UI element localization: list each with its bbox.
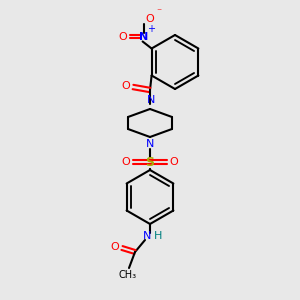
Text: O: O bbox=[111, 242, 119, 252]
Text: O: O bbox=[118, 32, 127, 41]
Text: +: + bbox=[147, 23, 154, 34]
Text: N: N bbox=[147, 95, 155, 105]
Text: O: O bbox=[122, 157, 130, 167]
Text: O: O bbox=[122, 81, 130, 91]
Text: N: N bbox=[146, 139, 154, 149]
Text: ⁻: ⁻ bbox=[156, 8, 161, 17]
Text: O: O bbox=[169, 157, 178, 167]
Text: H: H bbox=[154, 231, 162, 241]
Text: CH₃: CH₃ bbox=[119, 270, 137, 280]
Text: S: S bbox=[146, 155, 154, 169]
Text: O: O bbox=[145, 14, 154, 25]
Text: N: N bbox=[143, 231, 151, 241]
Text: N: N bbox=[139, 32, 148, 41]
